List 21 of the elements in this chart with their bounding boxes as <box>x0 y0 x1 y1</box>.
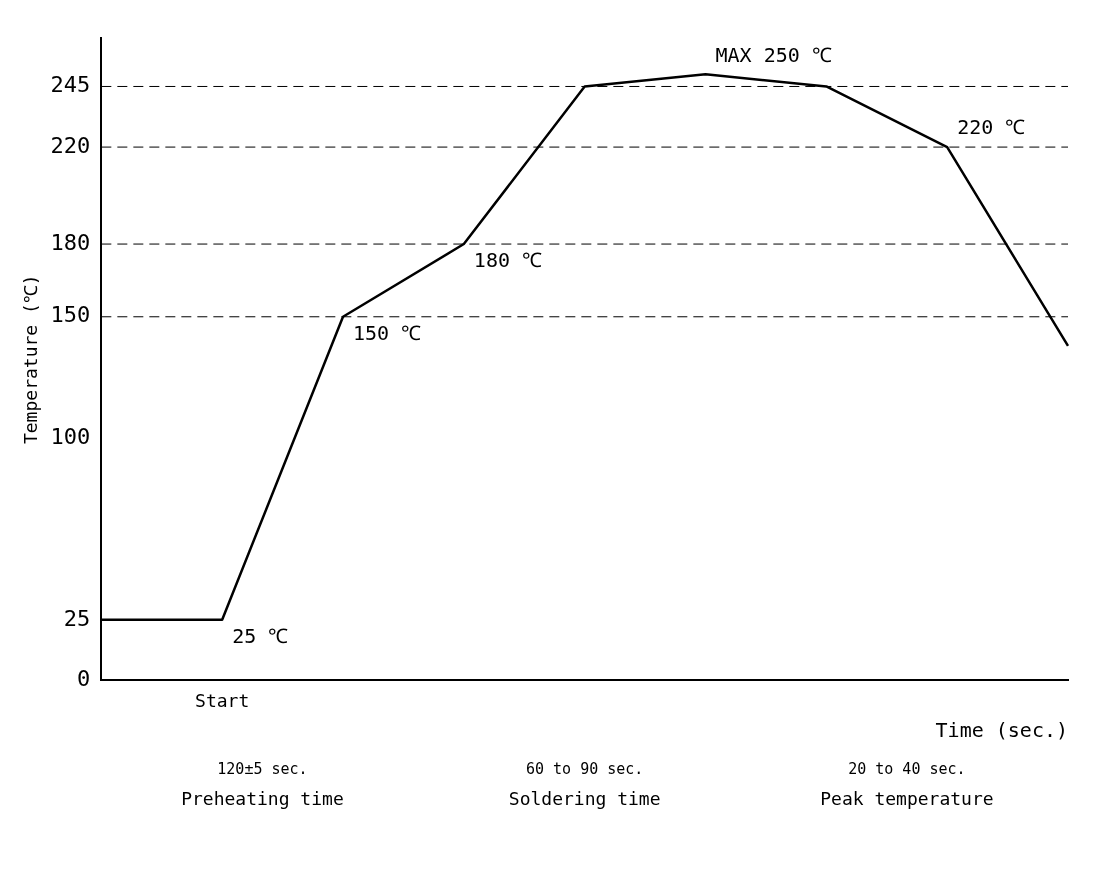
data-label: 180 ℃ <box>473 248 543 273</box>
x-axis-title: Time (sec.) <box>935 718 1068 743</box>
y-tick-label: 100 <box>50 423 91 449</box>
y-tick-label: 245 <box>50 72 91 98</box>
y-axis-title: Temperature (℃) <box>20 274 42 445</box>
y-tick-label: 25 <box>63 605 91 631</box>
text: 60 to 90 sec. <box>525 760 644 779</box>
y-tick-label: 180 <box>50 229 91 255</box>
text: Peak temperature <box>820 788 994 810</box>
y-tick-label: 150 <box>50 302 91 328</box>
data-label: MAX 250 ℃ <box>715 42 832 67</box>
data-label: 220 ℃ <box>957 115 1026 140</box>
text: 120±5 sec. <box>217 760 308 779</box>
data-label: 150 ℃ <box>353 320 422 345</box>
text: Preheating time <box>181 788 344 810</box>
x-tick-label: Start <box>195 689 250 711</box>
text: Soldering time <box>508 788 661 810</box>
text: 20 to 40 sec. <box>848 760 966 779</box>
y-tick-label: 220 <box>50 132 91 158</box>
y-tick-label: 0 <box>77 666 91 692</box>
data-label: 25 ℃ <box>232 624 289 648</box>
